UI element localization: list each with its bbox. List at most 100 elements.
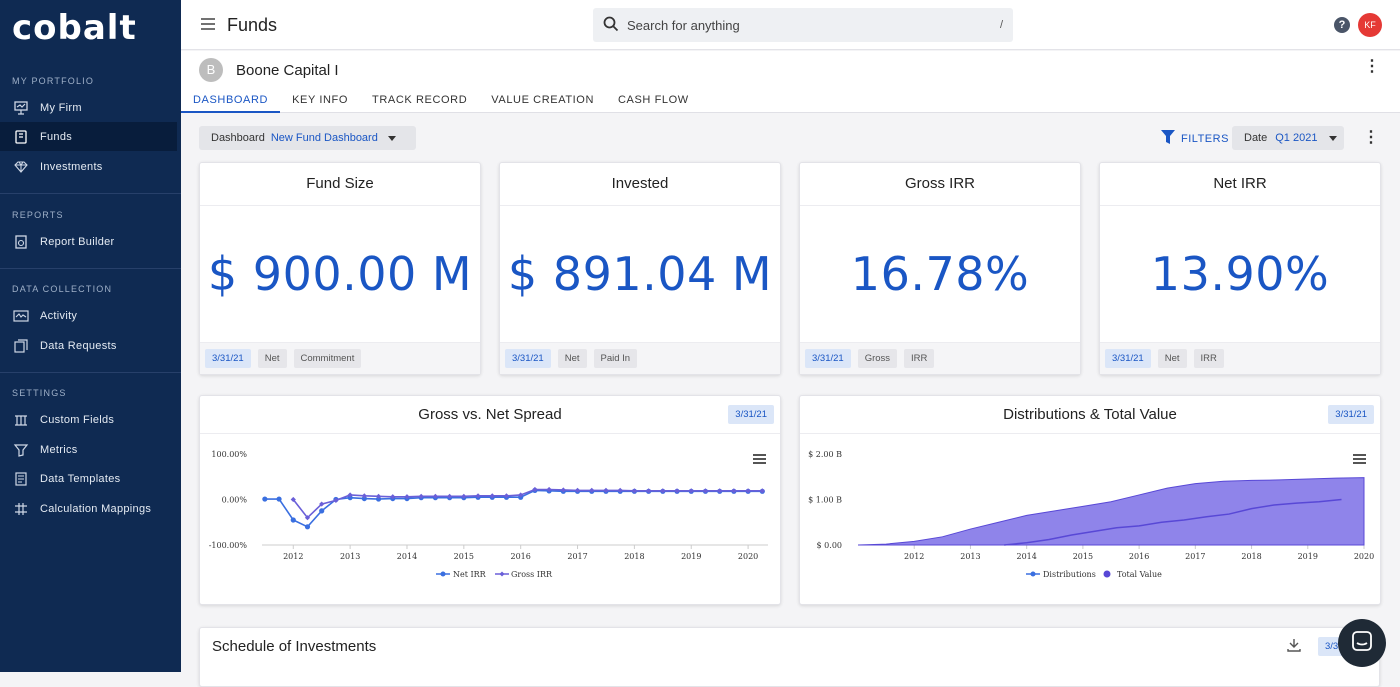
diamond-icon xyxy=(12,159,30,175)
kpi-title: Net IRR xyxy=(1100,163,1380,206)
line-chart: 100.00% 0.00% -100.00% 2012 2013 2014 2015 2016… xyxy=(209,450,768,579)
data-point-gross-irr xyxy=(347,492,353,498)
chart-card-distributions-total-value: Distributions & Total Value 3/31/21 $ 2.… xyxy=(799,395,1381,605)
y-tick-label: 0.00% xyxy=(222,496,248,505)
data-point-net-irr xyxy=(262,496,268,502)
requests-icon xyxy=(12,338,30,354)
chat-launcher-button[interactable] xyxy=(1338,619,1386,667)
x-tick-label: 2014 xyxy=(1016,552,1036,561)
dashboard-select-label: Dashboard xyxy=(211,132,265,144)
x-tick-label: 2015 xyxy=(1073,552,1093,561)
chart-title: Gross vs. Net Spread xyxy=(418,406,562,423)
avatar[interactable]: KF xyxy=(1358,13,1382,37)
download-icon[interactable] xyxy=(1286,637,1302,658)
data-point-gross-irr xyxy=(674,488,680,494)
legend-marker-net-irr xyxy=(440,571,446,577)
sidebar-item-my-firm[interactable]: My Firm xyxy=(0,93,181,122)
data-point-net-irr xyxy=(347,495,353,501)
legend-marker-distributions xyxy=(1030,571,1036,577)
template-icon xyxy=(12,471,30,487)
dashboard-select-value: New Fund Dashboard xyxy=(270,132,378,144)
sidebar-item-label: Funds xyxy=(40,130,73,143)
sidebar-item-metrics[interactable]: Metrics xyxy=(0,435,181,464)
data-point-gross-irr xyxy=(475,493,481,499)
x-tick-label: 2019 xyxy=(681,552,701,561)
sidebar-item-data-templates[interactable]: Data Templates xyxy=(0,464,181,493)
sidebar-item-label: Report Builder xyxy=(40,235,115,248)
menu-icon[interactable] xyxy=(201,17,215,35)
dashboard-options-icon[interactable]: ⋮ xyxy=(1363,129,1379,146)
tab-key-info[interactable]: KEY INFO xyxy=(292,94,349,106)
chart-title: Distributions & Total Value xyxy=(1003,406,1177,423)
tag: Net xyxy=(557,349,587,368)
search-input[interactable]: Search for anything xyxy=(627,17,740,33)
tag-date: 3/31/21 xyxy=(805,349,851,368)
x-tick-label: 2017 xyxy=(567,552,587,561)
kpi-value: 16.78% xyxy=(850,247,1030,301)
x-tick-label: 2016 xyxy=(511,552,531,561)
dashboard-select[interactable]: Dashboard New Fund Dashboard xyxy=(199,126,416,150)
data-point-gross-irr xyxy=(574,487,581,493)
data-point-gross-irr xyxy=(631,488,637,494)
sidebar-item-calculation-mappings[interactable]: Calculation Mappings xyxy=(0,494,181,523)
fund-avatar: B xyxy=(199,58,223,82)
tab-value-creation[interactable]: VALUE CREATION xyxy=(491,94,594,106)
kpi-value: $ 900.00 M xyxy=(207,247,473,301)
help-icon[interactable]: ? xyxy=(1334,17,1350,33)
y-tick-label: -100.00% xyxy=(209,541,248,550)
data-point-gross-irr xyxy=(702,488,709,494)
data-point-gross-irr xyxy=(461,493,467,499)
cobalt-logo[interactable]: cobalt xyxy=(12,8,137,48)
section-label-data-collection: DATA COLLECTION xyxy=(12,284,113,294)
sidebar-item-activity[interactable]: Activity xyxy=(0,301,181,330)
x-tick-label: 2017 xyxy=(1185,552,1205,561)
chart-card-gross-net-spread: Gross vs. Net Spread 3/31/21 100.00% 0.00… xyxy=(199,395,781,605)
data-point-gross-irr xyxy=(432,493,439,499)
date-select[interactable]: Date Q1 2021 xyxy=(1232,126,1344,150)
sidebar-item-funds[interactable]: Funds xyxy=(0,122,177,151)
kpi-card-invested: Invested $ 891.04 M 3/31/21 Net Paid In xyxy=(499,162,781,375)
legend-marker-gross-irr xyxy=(499,571,505,577)
data-point-net-irr xyxy=(319,508,325,514)
data-point-net-irr xyxy=(290,517,296,523)
data-point-gross-irr xyxy=(518,492,524,498)
filter-icon xyxy=(1161,130,1175,147)
sidebar: cobalt MY PORTFOLIO My Firm Funds Invest… xyxy=(0,0,181,672)
x-tick-label: 2012 xyxy=(283,552,303,561)
data-point-gross-irr xyxy=(546,486,552,493)
chart-menu-icon[interactable] xyxy=(753,454,766,464)
more-options-icon[interactable]: ⋮ xyxy=(1364,58,1380,75)
sidebar-item-custom-fields[interactable]: Custom Fields xyxy=(0,405,181,434)
tab-dashboard[interactable]: DASHBOARD xyxy=(181,93,281,113)
x-tick-label: 2018 xyxy=(624,552,644,561)
sidebar-item-report-builder[interactable]: Report Builder xyxy=(0,227,181,256)
kpi-tags: 3/31/21 Net IRR xyxy=(1100,342,1380,374)
tab-track-record[interactable]: TRACK RECORD xyxy=(372,94,468,106)
chart-date-tag: 3/31/21 xyxy=(728,405,774,424)
kpi-title: Fund Size xyxy=(200,163,480,206)
section-label-reports: REPORTS xyxy=(12,210,64,220)
x-tick-label: 2013 xyxy=(960,552,980,561)
sidebar-item-data-requests[interactable]: Data Requests xyxy=(0,331,181,360)
kpi-title: Gross IRR xyxy=(800,163,1080,206)
tab-cash-flow[interactable]: CASH FLOW xyxy=(618,94,689,106)
sidebar-divider xyxy=(0,268,181,269)
x-tick-label: 2016 xyxy=(1129,552,1149,561)
filters-button[interactable]: FILTERS xyxy=(1161,130,1229,147)
series-line-distributions xyxy=(1004,498,1342,546)
tag-date: 3/31/21 xyxy=(1105,349,1151,368)
tag-date: 3/31/21 xyxy=(205,349,251,368)
search-bar[interactable]: Search for anything / xyxy=(593,8,1013,42)
data-point-net-irr xyxy=(304,524,311,530)
tag: IRR xyxy=(1193,349,1224,368)
x-tick-label: 2014 xyxy=(397,552,417,561)
tag: Paid In xyxy=(593,349,638,368)
series-line-gross-irr xyxy=(292,488,763,519)
chart-menu-icon[interactable] xyxy=(1353,454,1366,464)
sidebar-item-investments[interactable]: Investments xyxy=(0,152,181,181)
report-icon xyxy=(12,234,30,250)
data-point-net-irr xyxy=(276,496,282,502)
x-tick-label: 2012 xyxy=(904,552,924,561)
section-label-settings: SETTINGS xyxy=(12,388,67,398)
kpi-title: Invested xyxy=(500,163,780,206)
